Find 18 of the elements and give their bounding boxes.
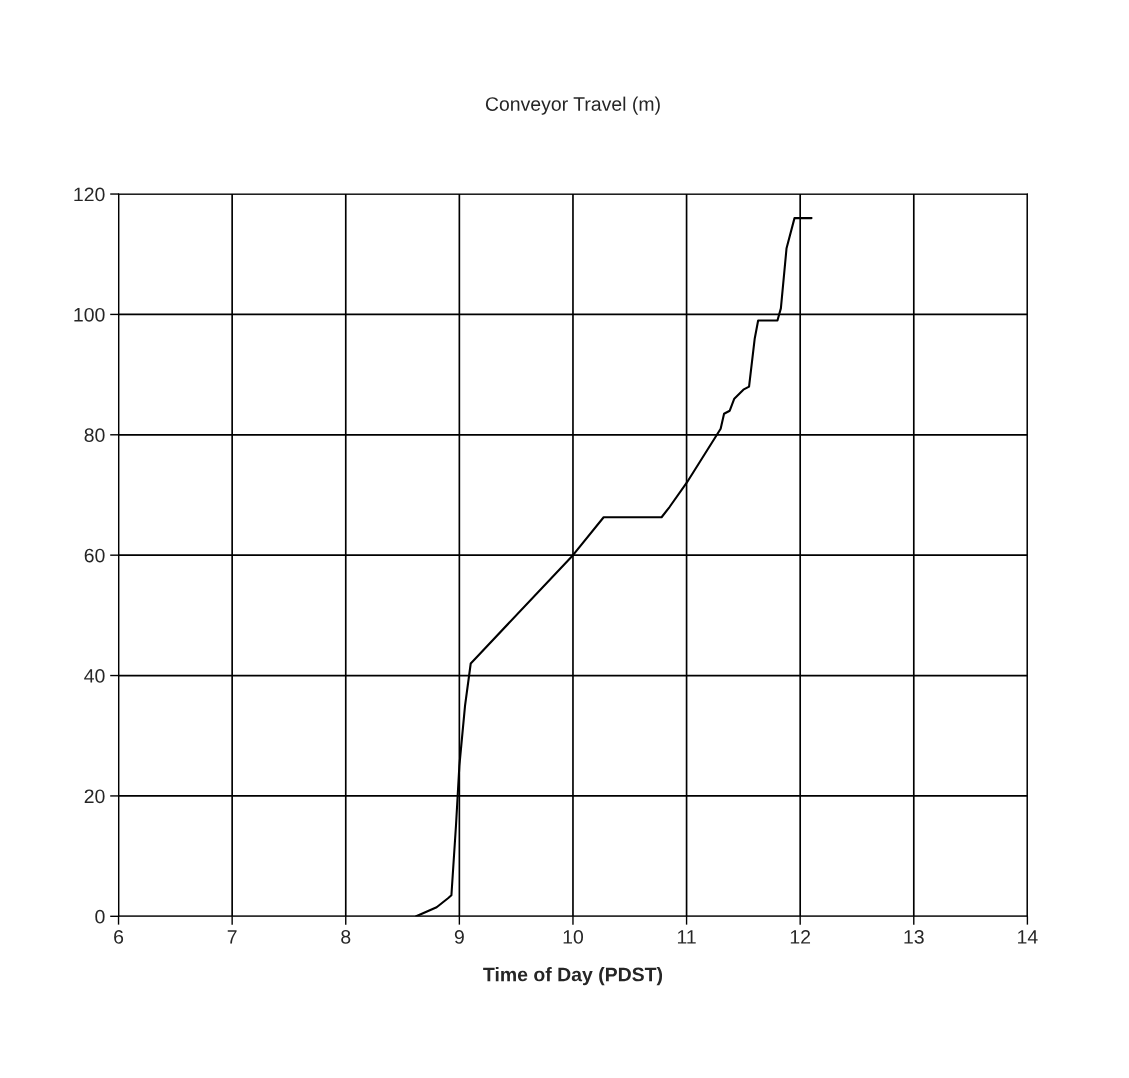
x-tick-label: 13 — [904, 930, 924, 944]
x-tick-label: 6 — [114, 930, 124, 944]
y-tick-label: 120 — [74, 187, 105, 202]
x-tick-label: 8 — [341, 930, 351, 944]
x-axis-title: Time of Day (PDST) — [483, 967, 663, 986]
y-tick-label: 100 — [74, 307, 105, 322]
y-tick-label: 80 — [84, 428, 105, 443]
x-tick-label: 9 — [454, 930, 464, 944]
y-tick-label: 60 — [84, 548, 105, 563]
x-tick-label: 7 — [227, 930, 237, 944]
y-tick-label: 20 — [84, 789, 105, 804]
y-tick-label: 0 — [95, 909, 105, 924]
y-tick-label: 40 — [84, 669, 105, 683]
chart-title: Conveyor Travel (m) — [485, 96, 660, 115]
x-tick-label: 10 — [563, 930, 584, 944]
x-tick-label: 12 — [790, 930, 811, 944]
x-tick-label: 14 — [1018, 930, 1038, 944]
x-tick-label: 11 — [677, 930, 696, 944]
